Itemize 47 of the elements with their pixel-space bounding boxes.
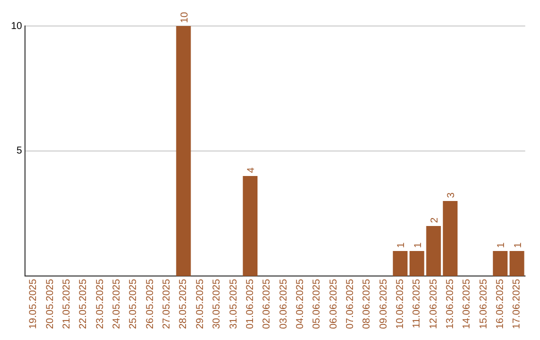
- bar: [492, 250, 508, 276]
- x-tick-label: 17.06.2025: [512, 278, 523, 330]
- x-tick-label: 29.05.2025: [194, 278, 206, 330]
- x-tick-label: 31.05.2025: [228, 278, 240, 330]
- x-tick-label: 07.06.2025: [344, 278, 356, 330]
- x-tick-label: 15.06.2025: [478, 278, 490, 330]
- data-label: 2: [430, 216, 441, 223]
- x-tick-label: 09.06.2025: [378, 278, 390, 330]
- bar: [426, 226, 441, 276]
- x-tick-label: 13.06.2025: [444, 278, 456, 330]
- data-label: 1: [496, 242, 508, 248]
- data-label: 1: [396, 242, 408, 248]
- bar: [410, 250, 424, 276]
- x-tick-label: 25.05.2025: [128, 278, 140, 330]
- bar: [510, 250, 524, 276]
- x-tick-label: 06.06.2025: [328, 278, 340, 330]
- data-label: 3: [446, 192, 458, 198]
- x-tick-label: 14.06.2025: [462, 278, 473, 330]
- x-tick-label: 20.05.2025: [44, 278, 56, 330]
- data-label: 10: [179, 11, 190, 23]
- x-tick-label: 02.06.2025: [262, 278, 273, 330]
- x-tick-label: 22.05.2025: [78, 278, 90, 330]
- x-tick-label: 08.06.2025: [362, 278, 373, 330]
- x-tick-label: 26.05.2025: [144, 278, 156, 330]
- x-tick-label: 01.06.2025: [244, 278, 256, 330]
- bar: [392, 250, 408, 276]
- x-tick-label: 10.06.2025: [394, 278, 406, 330]
- data-label: 4: [246, 166, 258, 173]
- x-tick-label: 24.05.2025: [112, 278, 123, 330]
- bar: [176, 26, 191, 276]
- x-tick-label: 21.05.2025: [62, 278, 73, 330]
- data-label: 1: [412, 242, 424, 248]
- x-tick-label: 03.06.2025: [278, 278, 290, 330]
- x-tick-label: 05.06.2025: [312, 278, 323, 330]
- x-tick-label: 12.06.2025: [428, 278, 440, 330]
- x-tick-label: 30.05.2025: [212, 278, 223, 330]
- x-tick-label: 28.05.2025: [178, 278, 190, 330]
- x-tick-label: 27.05.2025: [162, 278, 173, 330]
- bar: [442, 200, 458, 276]
- data-label: 1: [512, 242, 524, 248]
- x-tick-label: 19.05.2025: [28, 278, 40, 330]
- y-tick-label: 5: [16, 146, 23, 157]
- x-tick-label: 04.06.2025: [294, 278, 306, 330]
- bar: [242, 176, 258, 276]
- x-tick-label: 11.06.2025: [412, 278, 423, 328]
- x-tick-label: 23.05.2025: [94, 278, 106, 330]
- x-tick-label: 16.06.2025: [494, 278, 506, 330]
